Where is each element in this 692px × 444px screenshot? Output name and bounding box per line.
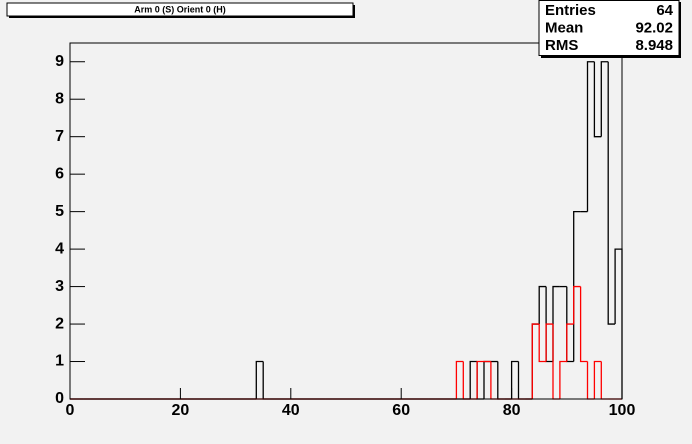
histogram-bin <box>545 323 553 362</box>
stat-label: RMS <box>545 37 578 54</box>
histogram-bin <box>538 324 547 363</box>
x-tick-label: 40 <box>282 402 300 419</box>
histogram-bin <box>614 248 623 399</box>
histogram-bin <box>469 360 478 399</box>
histogram-bin <box>455 360 464 399</box>
histogram-bin <box>531 323 540 399</box>
y-tick-label: 3 <box>55 278 64 295</box>
x-tick-label: 60 <box>392 402 410 419</box>
histogram-bin <box>593 61 602 138</box>
stat-value: 64 <box>656 2 673 19</box>
stat-label: Entries <box>545 2 596 19</box>
histogram-bin <box>593 360 602 399</box>
x-tick-label: 20 <box>172 402 190 419</box>
x-tick-label: 0 <box>66 402 75 419</box>
histogram-bin <box>573 285 581 325</box>
histogram-bin <box>566 323 574 362</box>
y-tick-label: 2 <box>55 315 64 332</box>
x-tick-label: 80 <box>503 402 521 419</box>
stat-value: 92.02 <box>635 19 673 36</box>
histogram-bin <box>586 61 595 212</box>
histogram-bin <box>538 285 547 325</box>
histogram-bin <box>559 360 567 399</box>
histogram-bin <box>510 360 519 399</box>
chart-title: Arm 0 (S) Orient 0 (H) <box>134 4 226 14</box>
histogram-bin <box>476 360 484 399</box>
histogram-bin <box>579 286 588 363</box>
histogram-bin <box>607 61 616 325</box>
y-tick-label: 9 <box>55 53 64 70</box>
y-tick-label: 4 <box>55 240 64 257</box>
y-tick-label: 1 <box>55 353 64 370</box>
y-tick-label: 6 <box>55 165 64 182</box>
x-tick-label: 100 <box>609 402 636 419</box>
stats: Entries 64 Mean 92.02 RMS 8.948 <box>545 2 674 54</box>
stat-label: Mean <box>545 19 583 36</box>
stats-box <box>538 0 680 56</box>
histogram-bin <box>600 61 609 137</box>
histogram-bin <box>255 360 264 399</box>
y-tick-label: 8 <box>55 90 64 107</box>
y-tick-label: 5 <box>55 203 64 220</box>
stat-value: 8.948 <box>635 37 673 54</box>
title-box <box>6 2 354 17</box>
y-tick-label: 7 <box>55 128 64 145</box>
y-tick-label: 0 <box>55 390 64 407</box>
